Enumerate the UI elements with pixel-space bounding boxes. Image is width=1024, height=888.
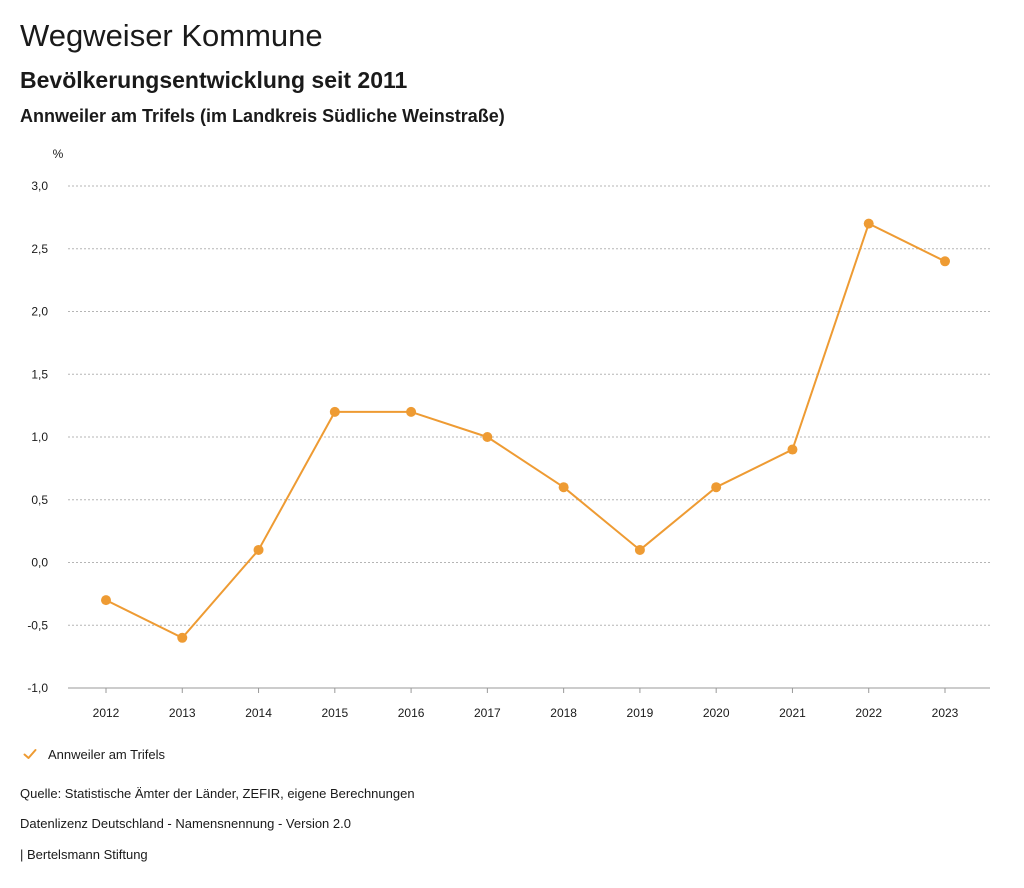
legend-label: Annweiler am Trifels	[48, 746, 166, 762]
data-point[interactable]	[329, 406, 340, 417]
y-axis-labels: -1,0 -0,5 0,0 0,5 1,0 1,5 2,0 2,5 3,0	[27, 179, 48, 695]
data-point[interactable]	[863, 218, 874, 229]
x-tick-label: 2017	[474, 706, 501, 720]
x-tick-label: 2021	[779, 706, 806, 720]
y-tick-label: 0,5	[31, 493, 48, 507]
x-tick-label: 2016	[398, 706, 425, 720]
data-point[interactable]	[101, 595, 111, 606]
x-tick-label: 2012	[93, 706, 120, 720]
line-chart: -1,0 -0,5 0,0 0,5 1,0 1,5 2,0 2,5 3,0 % 2012 2013…	[27, 147, 990, 720]
source-note: Quelle: Statistische Ämter der Länder, Z…	[20, 786, 415, 801]
y-tick-label: 1,0	[31, 430, 48, 444]
y-tick-label: 2,5	[31, 242, 48, 256]
x-tick-label: 2019	[627, 706, 654, 720]
grid-lines	[68, 185, 990, 626]
chart-subtitle: Bevölkerungsentwicklung seit 2011	[20, 67, 408, 93]
series-layer	[105, 222, 946, 639]
x-axis-ticks	[105, 688, 946, 693]
x-tick-label: 2018	[550, 706, 577, 720]
legend-check-icon	[23, 749, 37, 759]
data-point[interactable]	[482, 432, 493, 442]
x-tick-label: 2013	[169, 706, 196, 720]
data-point[interactable]	[406, 406, 417, 417]
points-layer	[101, 218, 950, 643]
legend[interactable]: Annweiler am Trifels	[22, 744, 165, 764]
y-tick-label: -1,0	[27, 681, 48, 695]
region-title: Annweiler am Trifels (im Landkreis Südli…	[20, 106, 505, 126]
data-point[interactable]	[253, 544, 264, 555]
x-tick-label: 2020	[703, 706, 730, 720]
publisher-note[interactable]: | Bertelsmann Stiftung	[20, 847, 148, 862]
data-point[interactable]	[787, 444, 798, 455]
y-axis-unit: %	[53, 147, 64, 161]
y-tick-label: -0,5	[27, 618, 48, 632]
y-tick-label: 3,0	[31, 179, 48, 193]
x-axis-labels: 2012 2013 2014 2015 2016 2017 2018 2019 2020 2021…	[93, 706, 959, 720]
y-tick-label: 1,5	[31, 367, 48, 381]
data-point[interactable]	[634, 544, 645, 555]
x-tick-label: 2023	[932, 706, 959, 720]
license-note: Datenlizenz Deutschland - Namensnennung …	[20, 816, 351, 831]
x-tick-label: 2015	[321, 706, 348, 720]
data-point[interactable]	[177, 632, 188, 643]
series-line	[105, 222, 946, 639]
data-point[interactable]	[558, 482, 569, 493]
page-title: Wegweiser Kommune	[20, 18, 323, 53]
x-tick-label: 2022	[855, 706, 882, 720]
data-point[interactable]	[940, 256, 950, 267]
y-tick-label: 2,0	[31, 305, 48, 319]
x-tick-label: 2014	[245, 706, 272, 720]
data-point[interactable]	[711, 482, 722, 493]
y-tick-label: 0,0	[31, 556, 48, 570]
